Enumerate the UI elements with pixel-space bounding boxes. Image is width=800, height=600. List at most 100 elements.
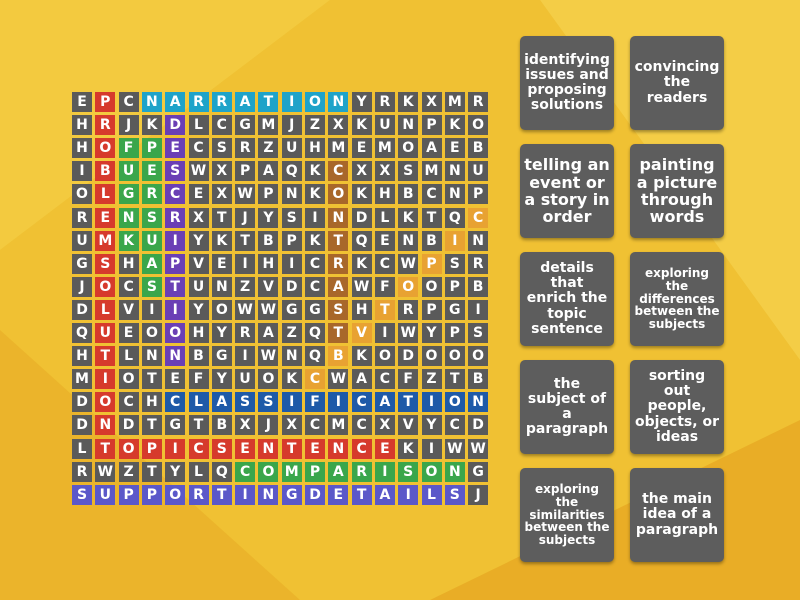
grid-cell[interactable]: A xyxy=(258,323,279,343)
clue-tile[interactable]: identifying issues and proposing solutio… xyxy=(520,36,614,130)
grid-cell[interactable]: I xyxy=(444,230,465,251)
grid-cell[interactable]: G xyxy=(165,415,186,436)
grid-cell[interactable]: I xyxy=(421,392,442,413)
grid-cell[interactable]: J xyxy=(235,207,256,228)
grid-cell[interactable]: I xyxy=(165,230,186,251)
grid-cell[interactable]: U xyxy=(468,161,489,182)
grid-cell[interactable]: G xyxy=(72,253,92,274)
grid-cell[interactable]: I xyxy=(398,484,419,505)
grid-cell[interactable]: U xyxy=(72,230,92,251)
grid-cell[interactable]: T xyxy=(188,415,209,436)
grid-cell[interactable]: W xyxy=(351,276,372,297)
grid-cell[interactable]: K xyxy=(211,230,232,251)
grid-cell[interactable]: P xyxy=(258,184,279,205)
grid-cell[interactable]: L xyxy=(72,438,92,459)
grid-cell[interactable]: R xyxy=(351,461,372,482)
grid-cell[interactable]: K xyxy=(351,346,372,367)
grid-cell[interactable]: L xyxy=(188,392,209,413)
grid-cell[interactable]: Q xyxy=(444,207,465,228)
grid-cell[interactable]: N xyxy=(211,276,232,297)
grid-cell[interactable]: M xyxy=(374,138,395,159)
grid-cell[interactable]: K xyxy=(398,92,419,112)
grid-cell[interactable]: G xyxy=(281,299,302,320)
grid-cell[interactable]: F xyxy=(305,392,325,413)
grid-cell[interactable]: O xyxy=(444,346,465,367)
grid-cell[interactable]: K xyxy=(305,184,325,205)
grid-cell[interactable]: G xyxy=(211,346,232,367)
grid-cell[interactable]: S xyxy=(398,461,419,482)
grid-cell[interactable]: N xyxy=(258,484,279,505)
grid-cell[interactable]: T xyxy=(351,484,372,505)
grid-cell[interactable]: O xyxy=(398,138,419,159)
grid-cell[interactable]: P xyxy=(421,253,442,274)
grid-cell[interactable]: D xyxy=(351,207,372,228)
grid-cell[interactable]: R xyxy=(211,92,232,112)
grid-cell[interactable]: O xyxy=(305,92,325,112)
grid-cell[interactable]: V xyxy=(188,253,209,274)
grid-cell[interactable]: N xyxy=(468,392,489,413)
grid-cell[interactable]: B xyxy=(398,184,419,205)
grid-cell[interactable]: D xyxy=(281,276,302,297)
grid-cell[interactable]: T xyxy=(165,276,186,297)
grid-cell[interactable]: D xyxy=(118,415,139,436)
grid-cell[interactable]: C xyxy=(444,415,465,436)
grid-cell[interactable]: T xyxy=(328,230,349,251)
grid-cell[interactable]: I xyxy=(281,392,302,413)
grid-cell[interactable]: P xyxy=(421,115,442,136)
grid-cell[interactable]: G xyxy=(444,299,465,320)
grid-cell[interactable]: H xyxy=(374,184,395,205)
grid-cell[interactable]: N xyxy=(328,92,349,112)
grid-cell[interactable]: A xyxy=(351,369,372,390)
grid-cell[interactable]: H xyxy=(118,253,139,274)
grid-cell[interactable]: J xyxy=(468,484,489,505)
grid-cell[interactable]: D xyxy=(165,115,186,136)
grid-cell[interactable]: S xyxy=(211,138,232,159)
grid-cell[interactable]: O xyxy=(468,115,489,136)
grid-cell[interactable]: I xyxy=(281,253,302,274)
grid-cell[interactable]: W xyxy=(95,461,116,482)
grid-cell[interactable]: K xyxy=(351,115,372,136)
grid-cell[interactable]: W xyxy=(398,323,419,343)
grid-cell[interactable]: K xyxy=(444,115,465,136)
grid-cell[interactable]: H xyxy=(305,138,325,159)
grid-cell[interactable]: O xyxy=(421,276,442,297)
grid-cell[interactable]: G xyxy=(468,461,489,482)
grid-cell[interactable]: V xyxy=(398,415,419,436)
grid-cell[interactable]: S xyxy=(258,392,279,413)
grid-cell[interactable]: B xyxy=(211,415,232,436)
grid-cell[interactable]: N xyxy=(281,346,302,367)
grid-cell[interactable]: T xyxy=(258,92,279,112)
grid-cell[interactable]: R xyxy=(141,184,162,205)
grid-cell[interactable]: T xyxy=(141,461,162,482)
grid-cell[interactable]: K xyxy=(351,184,372,205)
grid-cell[interactable]: C xyxy=(235,461,256,482)
grid-cell[interactable]: X xyxy=(374,415,395,436)
grid-cell[interactable]: K xyxy=(141,115,162,136)
grid-cell[interactable]: R xyxy=(468,253,489,274)
clue-tile[interactable]: details that enrich the topic sentence xyxy=(520,252,614,346)
grid-cell[interactable]: P xyxy=(281,230,302,251)
clue-tile[interactable]: the subject of a paragraph xyxy=(520,360,614,454)
clue-tile[interactable]: exploring the similarities between the s… xyxy=(520,468,614,562)
grid-cell[interactable]: C xyxy=(305,253,325,274)
grid-cell[interactable]: D xyxy=(398,346,419,367)
grid-cell[interactable]: X xyxy=(235,415,256,436)
grid-cell[interactable]: S xyxy=(281,207,302,228)
grid-cell[interactable]: P xyxy=(421,299,442,320)
grid-cell[interactable]: U xyxy=(141,230,162,251)
grid-cell[interactable]: Y xyxy=(211,369,232,390)
grid-cell[interactable]: E xyxy=(235,438,256,459)
clue-tile[interactable]: sorting out people, objects, or ideas xyxy=(630,360,724,454)
grid-cell[interactable]: S xyxy=(72,484,92,505)
grid-cell[interactable]: C xyxy=(374,369,395,390)
grid-cell[interactable]: B xyxy=(468,276,489,297)
grid-cell[interactable]: N xyxy=(444,184,465,205)
grid-cell[interactable]: D xyxy=(468,415,489,436)
grid-cell[interactable]: Y xyxy=(421,415,442,436)
grid-cell[interactable]: E xyxy=(351,138,372,159)
grid-cell[interactable]: L xyxy=(95,184,116,205)
grid-cell[interactable]: R xyxy=(188,92,209,112)
grid-cell[interactable]: A xyxy=(211,392,232,413)
grid-cell[interactable]: H xyxy=(141,392,162,413)
